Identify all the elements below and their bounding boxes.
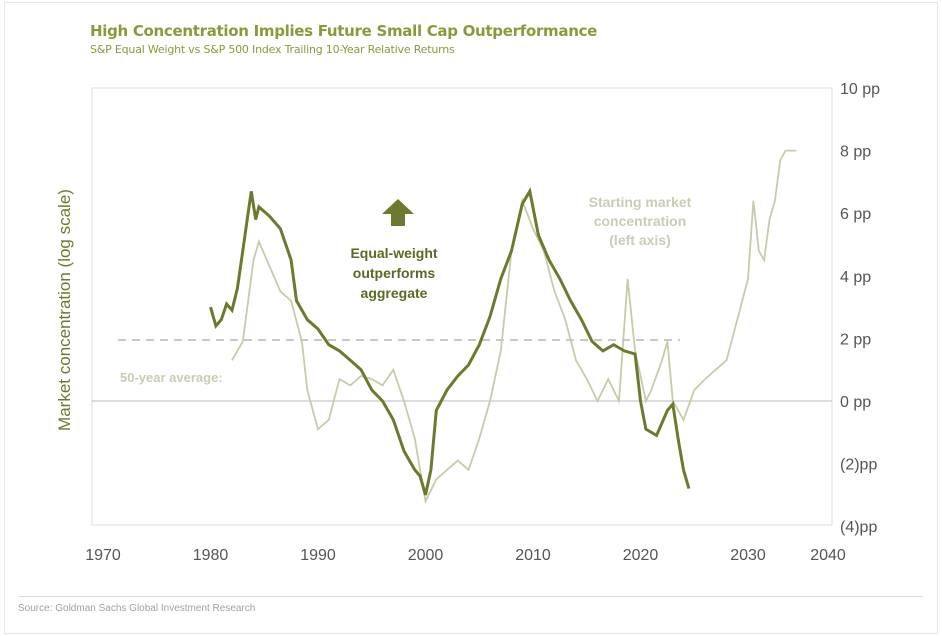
y-tick-label: 8 pp <box>840 144 871 161</box>
y-tick-label: 0 pp <box>840 394 871 411</box>
series-concentration <box>231 149 797 505</box>
annotation-concentration-2: concentration <box>594 213 687 229</box>
y-tick-label: 2 pp <box>840 331 871 348</box>
plot-area <box>91 87 833 526</box>
x-tick-label: 2000 <box>408 547 444 564</box>
annotation-concentration-1: Starting market <box>589 194 692 210</box>
y-tick-label: 4 pp <box>840 269 871 286</box>
x-tick-label: 2030 <box>730 547 766 564</box>
y-tick-label: 10 pp <box>840 81 880 98</box>
y-tick-label: (2)pp <box>840 457 877 474</box>
series-equal-weight <box>209 187 691 496</box>
chart-title: High Concentration Implies Future Small … <box>90 22 598 40</box>
annotation-concentration-3: (left axis) <box>609 232 670 248</box>
chart-frame <box>4 2 938 634</box>
annotation-average: 50-year average: <box>120 370 223 385</box>
x-tick-label: 2040 <box>810 547 846 564</box>
annotation-outperform-3: aggregate <box>361 285 428 301</box>
x-tick-label: 2020 <box>623 547 659 564</box>
x-tick-label: 1990 <box>300 547 336 564</box>
chart-subtitle: S&P Equal Weight vs S&P 500 Index Traili… <box>90 43 455 56</box>
x-tick-label: 1970 <box>85 547 121 564</box>
annotation-outperform-1: Equal-weight <box>350 245 437 261</box>
y-axis-left-label: Market concentration (log scale) <box>55 189 74 431</box>
x-tick-label: 2010 <box>515 547 551 564</box>
up-arrow-icon <box>382 199 414 226</box>
source-divider <box>18 596 923 597</box>
x-tick-label: 1980 <box>193 547 229 564</box>
source-note: Source: Goldman Sachs Global Investment … <box>18 603 256 614</box>
annotation-outperform-2: outperforms <box>353 265 436 281</box>
y-tick-label: 6 pp <box>840 206 871 223</box>
y-tick-label: (4)pp <box>840 519 877 536</box>
